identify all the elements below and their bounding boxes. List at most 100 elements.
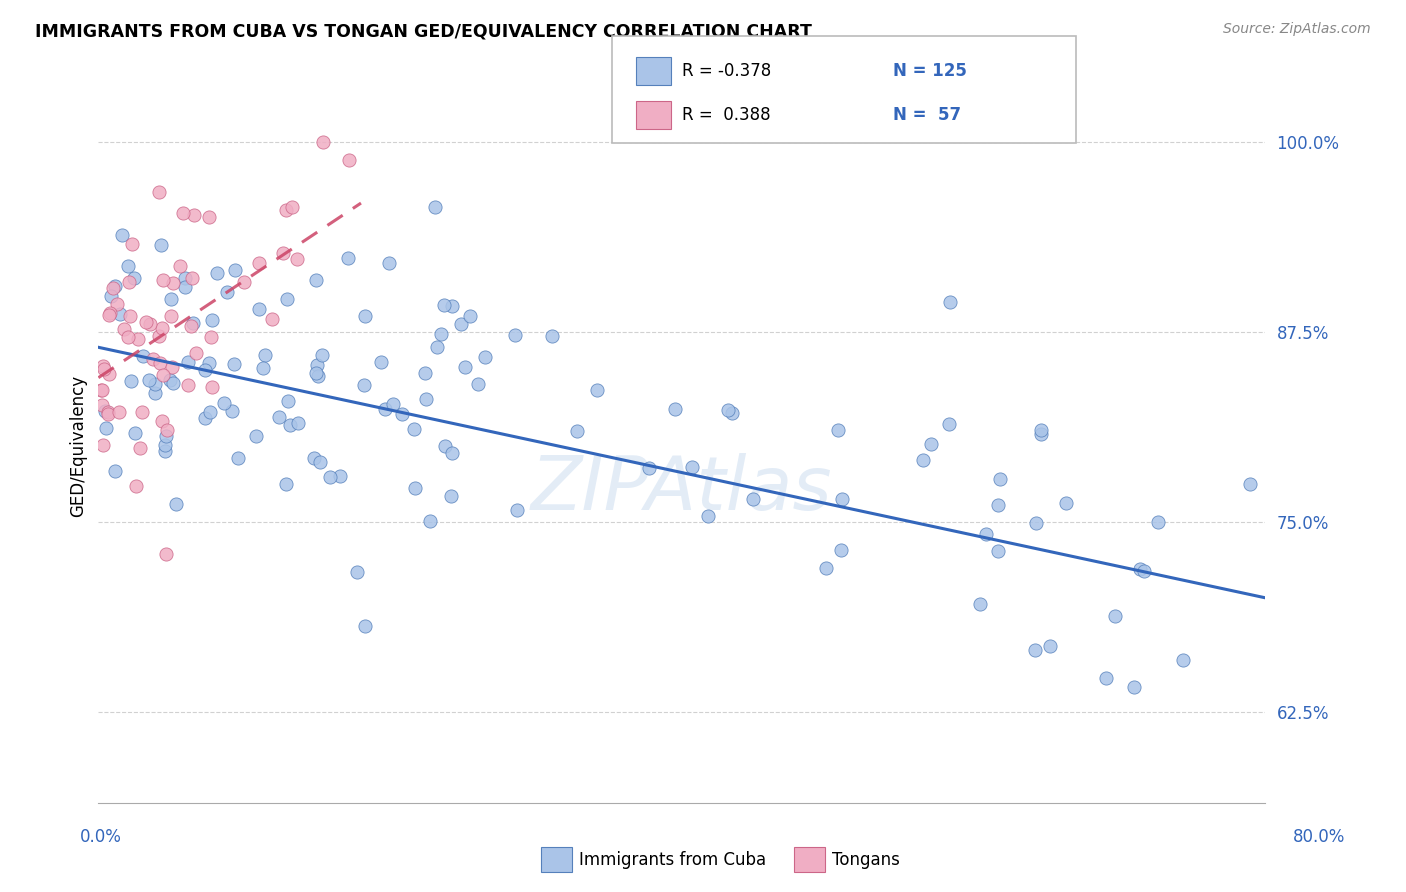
Point [434,439,457,453]
Point [224,263,246,277]
Point [169,259,191,273]
Point [1025,516,1047,531]
Point [165,497,187,511]
Point [148,329,170,343]
Point [91,383,114,397]
Point [172,206,194,220]
Point [430,326,453,341]
Point [100,306,122,320]
Point [305,273,328,287]
Point [939,294,962,309]
Point [503,328,526,343]
Text: R =  0.388: R = 0.388 [682,106,770,124]
Point [91,359,114,373]
Point [276,292,298,306]
Point [567,424,589,438]
Point [152,272,174,286]
Point [100,289,122,303]
Point [281,200,304,214]
Point [247,301,270,316]
Point [278,417,301,432]
Point [214,396,236,410]
Point [312,136,335,150]
Point [122,271,145,285]
Point [127,333,149,347]
Point [831,492,853,507]
Point [194,363,217,377]
Point [200,329,222,343]
Point [104,464,127,478]
Point [97,407,120,421]
Point [474,350,496,364]
Point [1239,476,1261,491]
Point [541,329,564,343]
Point [132,349,155,363]
Point [222,357,245,371]
Text: 0.0%: 0.0% [80,828,122,846]
Point [404,422,426,436]
Point [404,481,426,495]
Point [108,307,131,321]
Point [160,360,183,375]
Point [105,297,128,311]
Point [152,368,174,382]
Point [91,398,114,412]
Point [162,276,184,290]
Point [441,299,464,313]
Point [180,319,202,334]
Point [987,498,1010,512]
Point [717,402,740,417]
Point [467,376,489,391]
Point [160,309,183,323]
Point [184,346,207,360]
Point [153,444,176,458]
Point [247,256,270,270]
Point [138,318,160,332]
Point [267,409,290,424]
Point [160,292,183,306]
Point [681,460,703,475]
Point [305,359,328,373]
Point [129,441,152,455]
Point [142,351,165,366]
Point [370,354,392,368]
Point [124,425,146,440]
Point [143,376,166,391]
Text: Tongans: Tongans [832,851,900,869]
Point [131,405,153,419]
Point [111,228,134,243]
Point [1146,515,1168,529]
Point [221,404,243,418]
Point [974,527,997,541]
Point [121,236,143,251]
Text: N = 125: N = 125 [893,62,967,80]
Point [93,362,115,376]
Point [155,547,177,561]
Point [156,423,179,437]
Point [938,417,960,431]
Point [305,366,328,380]
Point [1029,423,1052,437]
Point [174,271,197,285]
Point [988,472,1011,486]
Point [198,355,221,369]
Point [920,437,942,451]
Point [150,321,173,335]
Point [304,451,326,466]
Point [319,470,342,484]
Point [433,298,456,312]
Point [97,405,120,419]
Point [98,308,121,322]
Point [309,455,332,469]
Point [155,428,177,442]
Point [271,246,294,260]
Point [149,356,172,370]
Text: IMMIGRANTS FROM CUBA VS TONGAN GED/EQUIVALENCY CORRELATION CHART: IMMIGRANTS FROM CUBA VS TONGAN GED/EQUIV… [35,22,813,40]
Point [94,420,117,434]
Point [1031,427,1053,442]
Point [1054,496,1077,510]
Point [827,424,849,438]
Point [354,619,377,633]
Point [1039,639,1062,653]
Point [112,322,135,336]
